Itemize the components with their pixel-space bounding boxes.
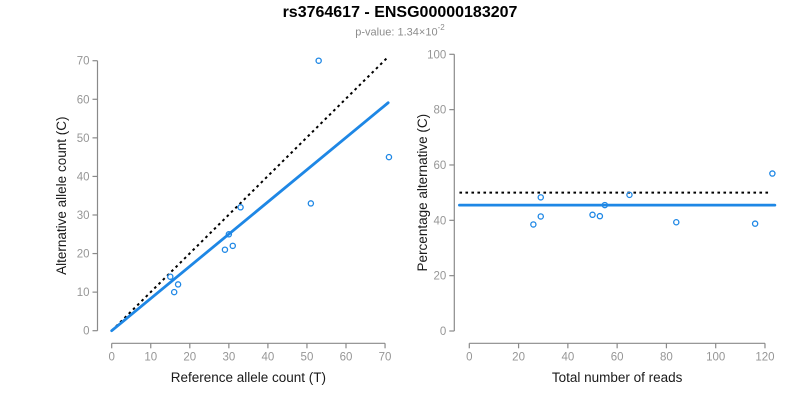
figure-subtitle: p-value: 1.34×10-2	[0, 22, 800, 40]
x-tick-label: 0	[108, 351, 114, 363]
data-point	[229, 242, 237, 250]
data-point	[385, 153, 393, 161]
x-tick-label: 50	[301, 351, 314, 363]
x-tick-label: 40	[262, 351, 275, 363]
y-tick-label: 10	[77, 287, 90, 299]
x-tick-label: 60	[611, 351, 624, 363]
data-point	[601, 201, 609, 209]
x-tick-label: 30	[222, 351, 235, 363]
x-axis-title: Total number of reads	[552, 370, 683, 385]
y-tick-label: 0	[440, 326, 446, 338]
x-tick-label: 80	[660, 351, 673, 363]
data-point	[221, 246, 229, 253]
x-tick-label: 120	[755, 351, 774, 363]
x-tick-label: 100	[706, 351, 725, 363]
figure-title: rs3764617 - ENSG00000183207	[282, 4, 518, 21]
data-point	[237, 204, 244, 211]
y-tick-label: 40	[434, 215, 447, 227]
y-tick-label: 20	[434, 271, 447, 283]
pvalue-exponent: -2	[437, 23, 445, 32]
x-tick-label: 20	[183, 351, 196, 363]
pvalue-label: p-value:	[355, 26, 398, 39]
data-point	[751, 220, 759, 227]
identity-line	[110, 56, 389, 332]
x-tick-label: 20	[512, 351, 525, 363]
y-axis-title: Percentage alternative (C)	[415, 114, 430, 272]
data-point	[589, 211, 596, 219]
data-point	[307, 200, 315, 207]
data-point	[537, 213, 545, 220]
pvalue-mantissa: 1.34	[397, 26, 419, 39]
y-tick-label: 60	[77, 94, 90, 106]
data-point	[626, 191, 633, 199]
y-axis-title: Alternative allele count (C)	[54, 117, 69, 275]
y-tick-label: 70	[77, 56, 90, 68]
figure-header: rs3764617 - ENSG00000183207 p-value: 1.3…	[0, 4, 800, 40]
x-tick-label: 10	[144, 351, 157, 363]
data-point	[174, 281, 182, 288]
data-point	[315, 57, 322, 64]
y-tick-label: 80	[434, 105, 447, 117]
data-point	[170, 288, 178, 296]
x-tick-label: 60	[340, 351, 353, 363]
pvalue-times: ×10	[418, 26, 438, 39]
data-point	[673, 219, 680, 226]
x-axis-title: Reference allele count (T)	[171, 370, 326, 385]
data-point	[225, 231, 233, 238]
data-point	[167, 273, 174, 280]
x-tick-label: 40	[561, 351, 574, 363]
x-tick-label: 0	[466, 351, 472, 363]
x-tick-label: 70	[379, 351, 392, 363]
data-point	[596, 212, 604, 220]
y-tick-label: 100	[427, 49, 446, 61]
data-point	[530, 221, 537, 228]
y-tick-label: 30	[77, 210, 90, 222]
regression-line	[110, 101, 390, 333]
data-point	[769, 170, 776, 177]
y-tick-label: 50	[77, 133, 90, 145]
y-tick-label: 20	[77, 249, 90, 261]
y-tick-label: 60	[434, 160, 447, 172]
y-tick-label: 0	[83, 326, 89, 338]
data-point	[537, 194, 545, 201]
y-tick-label: 40	[77, 171, 90, 183]
